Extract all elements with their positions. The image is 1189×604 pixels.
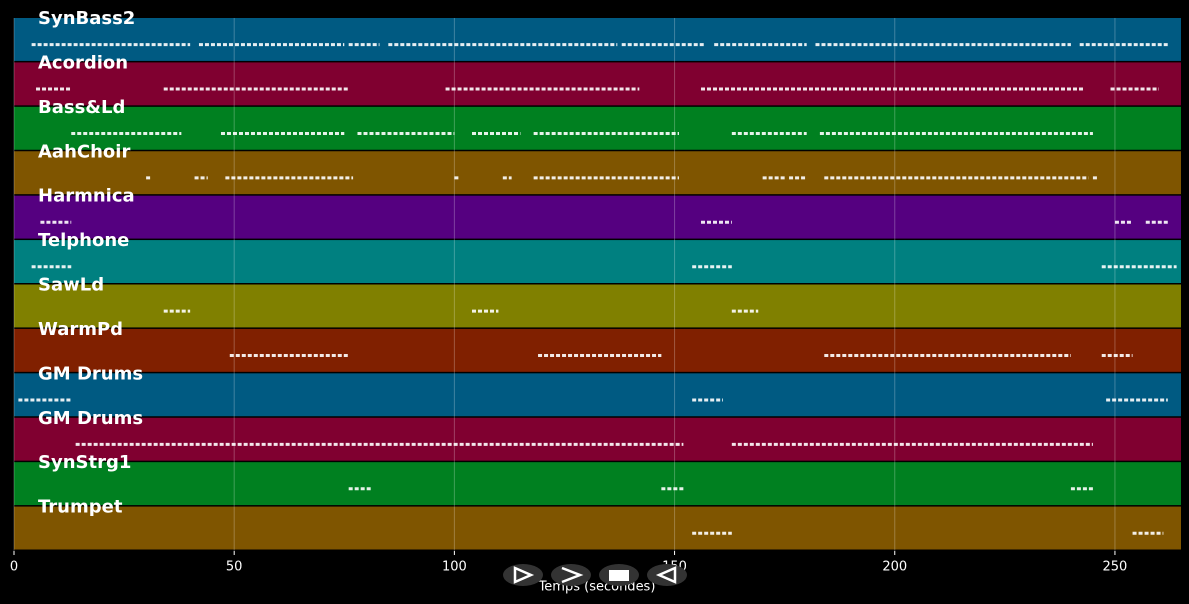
track-label: SynBass2	[38, 8, 135, 29]
track-label: SawLd	[38, 275, 104, 296]
track-band	[14, 328, 1181, 372]
track-label: GM Drums	[38, 408, 143, 429]
track-band	[14, 106, 1181, 150]
stop-button[interactable]	[599, 564, 639, 586]
play-button[interactable]	[503, 564, 543, 586]
track-label: GM Drums	[38, 363, 143, 384]
track-label: Trumpet	[38, 497, 123, 518]
playback-controls	[503, 564, 687, 586]
plot: SynBass2 Acordion Bass&Ld AahChoir Harmnica T…	[10, 8, 1181, 575]
track-label: Telphone	[38, 230, 129, 251]
track-band	[14, 417, 1181, 461]
track-label: Harmnica	[38, 186, 135, 207]
track-label: Acordion	[38, 52, 128, 73]
track-band	[14, 151, 1181, 195]
x-tick-label: 50	[226, 560, 243, 575]
x-tick-label: 250	[1103, 560, 1128, 575]
track-band	[14, 506, 1181, 550]
track-band	[14, 195, 1181, 239]
forward-button[interactable]	[551, 564, 591, 586]
track-label: Bass&Ld	[38, 97, 125, 118]
track-band	[14, 462, 1181, 506]
rewind-button[interactable]	[647, 564, 687, 586]
track-band	[14, 62, 1181, 106]
track-band	[14, 18, 1181, 61]
track-band	[14, 373, 1181, 417]
track-band	[14, 284, 1181, 328]
x-tick-label: 0	[10, 560, 18, 575]
x-tick-label: 100	[442, 560, 467, 575]
track-label: SynStrg1	[38, 452, 131, 473]
track-label: WarmPd	[38, 319, 123, 340]
x-tick-label: 200	[882, 560, 907, 575]
track-label: AahChoir	[38, 141, 130, 162]
track-band	[14, 240, 1181, 283]
